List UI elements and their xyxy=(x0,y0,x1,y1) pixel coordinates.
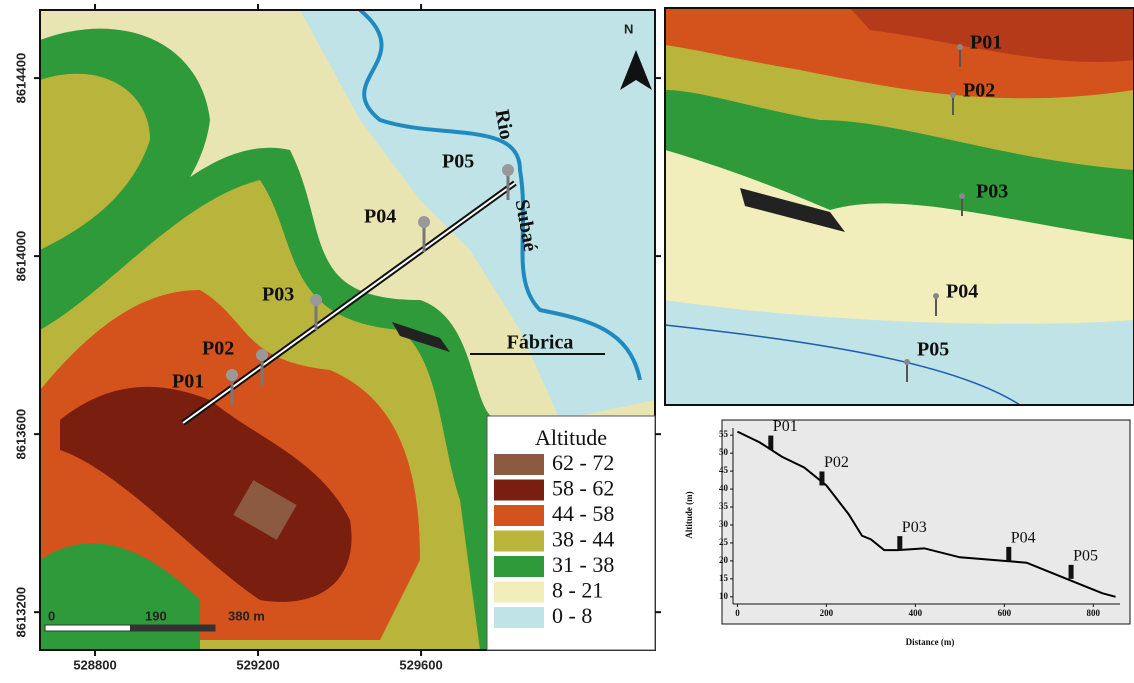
legend-label: 31 - 38 xyxy=(552,552,614,577)
point-label: P04 xyxy=(946,281,978,303)
x-tick-label: 600 xyxy=(998,608,1012,618)
y-axis-label: Altitude (m) xyxy=(684,491,694,538)
marker-label: P05 xyxy=(1073,548,1098,565)
point-label: P02 xyxy=(963,80,995,102)
legend-label: 62 - 72 xyxy=(552,450,614,475)
point-label: P03 xyxy=(976,181,1008,203)
y-tick-label: 8613200 xyxy=(13,587,28,638)
terrain-3d xyxy=(665,8,1134,405)
legend-swatch xyxy=(494,556,544,577)
point-head xyxy=(418,216,430,228)
y-tick-label: 15 xyxy=(719,573,729,583)
marker-label: P02 xyxy=(824,454,849,471)
y-tick-label: 8613600 xyxy=(13,409,28,460)
legend-swatch xyxy=(494,582,544,603)
y-tick-label: 10 xyxy=(719,591,729,601)
scale-label: 190 xyxy=(145,608,167,623)
point-head xyxy=(904,359,910,365)
y-tick-label: 8614400 xyxy=(13,53,28,104)
legend-label: 8 - 21 xyxy=(552,578,603,603)
profile-marker xyxy=(1006,547,1011,561)
y-tick-label: 55 xyxy=(719,429,729,439)
x-tick-label: 529600 xyxy=(399,657,442,672)
point-head xyxy=(959,193,965,199)
figure: N Rio Subaé Fábrica Altitude 0 190 380 m… xyxy=(0,0,1134,678)
profile-marker xyxy=(897,536,902,550)
point-label: P05 xyxy=(442,151,474,173)
y-tick-label: 8614000 xyxy=(13,231,28,282)
north-label: N xyxy=(624,21,633,36)
y-tick-label: 30 xyxy=(719,519,729,529)
point-label: P01 xyxy=(970,32,1002,54)
y-tick-label: 25 xyxy=(719,537,729,547)
marker-label: P01 xyxy=(773,418,798,435)
legend-label: 44 - 58 xyxy=(552,501,614,526)
y-tick-label: 50 xyxy=(719,447,729,457)
x-tick-label: 800 xyxy=(1087,608,1101,618)
legend-label: 0 - 8 xyxy=(552,603,592,628)
x-tick-label: 528800 xyxy=(73,657,116,672)
point-label: P03 xyxy=(262,284,294,306)
profile-marker xyxy=(768,436,773,450)
profile-marker xyxy=(1069,565,1074,579)
point-label: P04 xyxy=(364,206,396,228)
y-tick-label: 45 xyxy=(719,465,729,475)
marker-label: P04 xyxy=(1011,530,1036,547)
point-label: P05 xyxy=(917,339,949,361)
marker-label: P03 xyxy=(902,519,927,536)
point-label: P02 xyxy=(202,338,234,360)
point-head xyxy=(226,369,238,381)
x-tick-label: 400 xyxy=(909,608,923,618)
point-head xyxy=(957,44,963,50)
point-head xyxy=(933,293,939,299)
legend-swatch xyxy=(494,454,544,475)
legend-title: Altitude xyxy=(535,425,607,450)
point-head xyxy=(502,164,514,176)
legend-swatch xyxy=(494,505,544,526)
x-tick-label: 200 xyxy=(820,608,834,618)
scale-label: 380 m xyxy=(228,608,265,623)
point-label: P01 xyxy=(172,371,204,393)
point-head xyxy=(950,92,956,98)
point-head xyxy=(256,349,268,361)
x-axis-label: Distance (m) xyxy=(906,637,955,647)
profile-marker xyxy=(819,471,824,485)
legend-label: 58 - 62 xyxy=(552,476,614,501)
legend-label: 38 - 44 xyxy=(552,527,614,552)
factory-label: Fábrica xyxy=(507,332,574,354)
legend-swatch xyxy=(494,531,544,552)
x-tick-label: 529200 xyxy=(236,657,279,672)
y-tick-label: 20 xyxy=(719,555,729,565)
x-tick-label: 0 xyxy=(735,608,740,618)
point-head xyxy=(310,294,322,306)
legend-swatch xyxy=(494,607,544,628)
legend-swatch xyxy=(494,480,544,501)
scale-label: 0 xyxy=(48,608,55,623)
y-tick-label: 35 xyxy=(719,501,729,511)
scalebar xyxy=(45,625,215,631)
y-tick-label: 40 xyxy=(719,483,729,493)
